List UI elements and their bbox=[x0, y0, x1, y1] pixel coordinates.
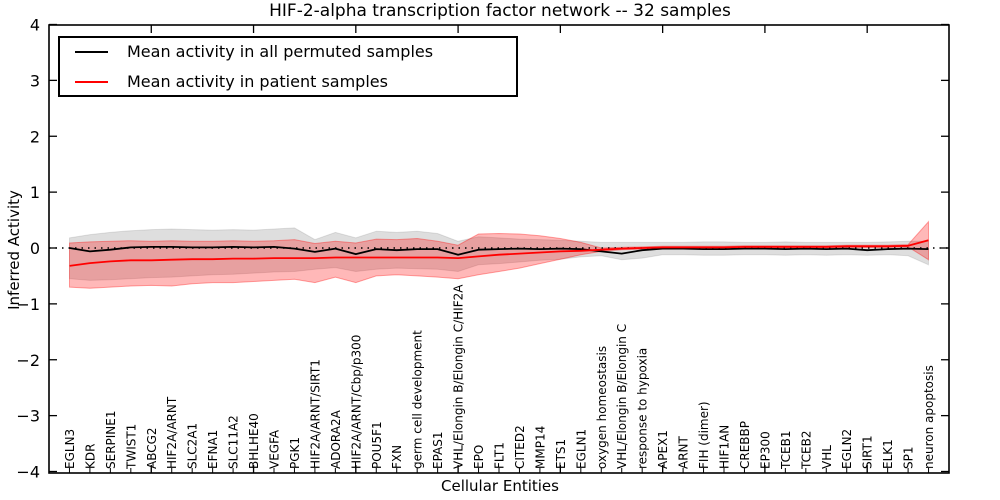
x-tick-label: FXN bbox=[390, 445, 404, 469]
legend-entry-patient: Mean activity in patient samples bbox=[60, 70, 516, 94]
x-tick-label: EP300 bbox=[758, 431, 772, 469]
x-tick-label: neuron apoptosis bbox=[922, 365, 936, 469]
x-tick-label: oxygen homeostasis bbox=[595, 346, 609, 469]
x-tick-label: TCEB2 bbox=[799, 431, 813, 470]
x-tick-label: HIF2A/ARNT/Cbp/p300 bbox=[349, 335, 363, 469]
x-tick-label: EPO bbox=[472, 445, 486, 469]
x-tick-label: VHL/Elongin B/Elongin C bbox=[615, 324, 629, 469]
y-tick-label: 2 bbox=[30, 127, 40, 146]
x-tick-label: SP1 bbox=[902, 447, 916, 470]
x-tick-label: EGLN2 bbox=[840, 429, 854, 469]
x-tick-label: ARNT bbox=[677, 435, 691, 469]
x-tick-label: SIRT1 bbox=[861, 435, 875, 469]
x-tick-label: HIF2A/ARNT/SIRT1 bbox=[308, 359, 322, 469]
x-tick-label: ETS1 bbox=[554, 439, 568, 469]
x-tick-label: germ cell development bbox=[411, 330, 425, 469]
y-axis-label: Inferred Activity bbox=[5, 190, 23, 310]
x-tick-label: APEX1 bbox=[656, 430, 670, 469]
x-tick-label: SLC11A2 bbox=[227, 415, 241, 469]
x-tick-label: EPAS1 bbox=[431, 431, 445, 469]
patient-mean-line bbox=[69, 239, 929, 267]
x-tick-label: CITED2 bbox=[513, 425, 527, 469]
x-tick-label: EGLN3 bbox=[63, 429, 77, 469]
x-tick-label: PGK1 bbox=[288, 437, 302, 469]
x-tick-label: CREBBP bbox=[738, 421, 752, 469]
x-tick-label: SERPINE1 bbox=[104, 410, 118, 469]
y-tick-label: −1 bbox=[16, 295, 40, 314]
permuted-mean-line bbox=[69, 245, 929, 256]
x-tick-label: POU5F1 bbox=[370, 421, 384, 469]
x-tick-label: FIH (dimer) bbox=[697, 401, 711, 469]
y-tick-label: 0 bbox=[30, 239, 40, 258]
x-tick-label: TWIST1 bbox=[124, 424, 138, 470]
x-tick-label: MMP14 bbox=[533, 426, 547, 469]
x-tick-label: TCEB1 bbox=[779, 431, 793, 470]
y-tick-label: 4 bbox=[30, 16, 40, 35]
x-tick-label: HIF1AN bbox=[718, 425, 732, 469]
y-tick-label: −2 bbox=[16, 351, 40, 370]
y-tick-label: 3 bbox=[30, 71, 40, 90]
x-tick-label: VEGFA bbox=[268, 429, 282, 469]
legend-box: Mean activity in all permuted samples Me… bbox=[58, 36, 518, 97]
x-axis-label: Cellular Entities bbox=[441, 477, 559, 495]
legend-label-patient: Mean activity in patient samples bbox=[127, 72, 388, 91]
x-tick-label: ABCG2 bbox=[145, 427, 159, 469]
x-tick-label: SLC2A1 bbox=[186, 423, 200, 469]
x-tick-label: VHL bbox=[820, 445, 834, 469]
chart-title: HIF-2-alpha transcription factor network… bbox=[269, 1, 731, 21]
y-tick-label: −4 bbox=[16, 463, 40, 482]
x-tick-label: KDR bbox=[83, 444, 97, 469]
x-tick-label: ADORA2A bbox=[329, 409, 343, 469]
permuted-line-swatch bbox=[75, 50, 108, 53]
x-tick-label: EFNA1 bbox=[206, 430, 220, 469]
x-tick-label: FLT1 bbox=[493, 442, 507, 469]
legend-entry-permuted: Mean activity in all permuted samples bbox=[60, 40, 516, 64]
x-tick-label: BHLHE40 bbox=[247, 413, 261, 469]
x-tick-label: response to hypoxia bbox=[636, 348, 650, 469]
x-tick-label: HIF2A/ARNT bbox=[165, 396, 179, 469]
y-tick-label: −3 bbox=[16, 407, 40, 426]
y-tick-label: 1 bbox=[30, 183, 40, 202]
x-tick-label: ELK1 bbox=[881, 439, 895, 469]
legend-label-permuted: Mean activity in all permuted samples bbox=[127, 42, 434, 61]
x-tick-label: VHL/Elongin B/Elongin C/HIF2A bbox=[452, 284, 466, 469]
x-tick-label: EGLN1 bbox=[574, 429, 588, 469]
patient-line-swatch bbox=[75, 80, 108, 83]
